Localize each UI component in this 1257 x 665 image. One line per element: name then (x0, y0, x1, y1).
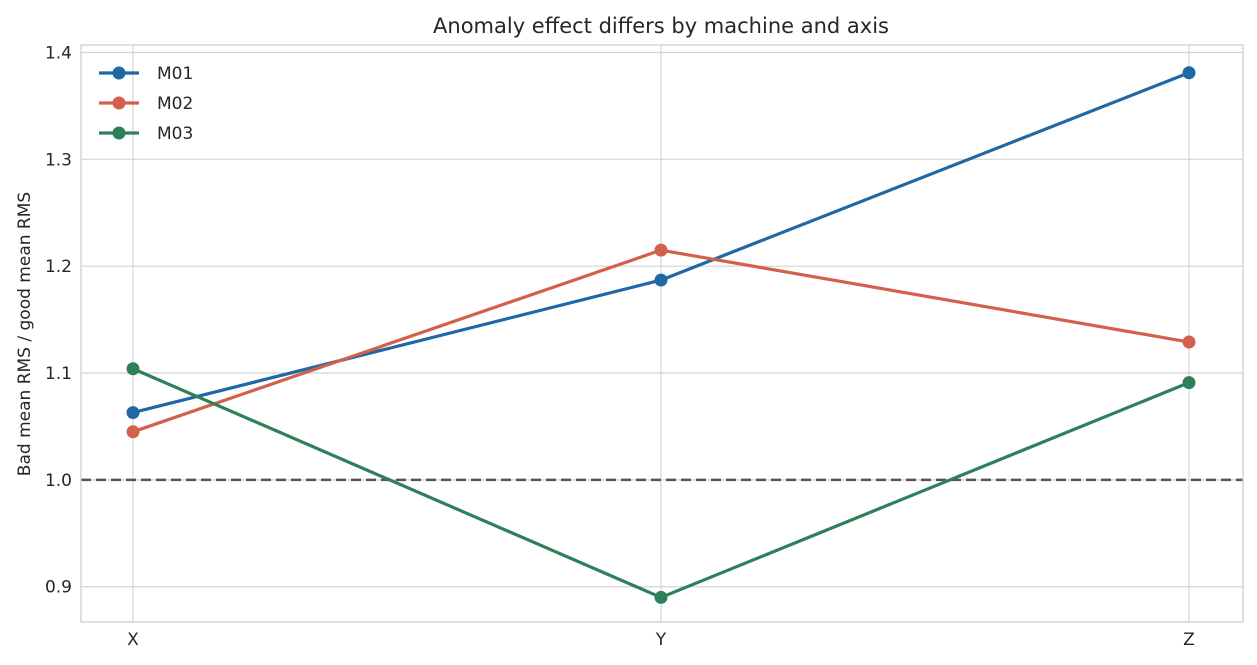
data-point-m03 (126, 362, 140, 376)
x-tick-label: X (127, 630, 139, 650)
x-tick-labels: X Y Z (127, 630, 1195, 650)
y-tick-label: 1.3 (45, 150, 72, 170)
data-point-m03 (654, 590, 668, 604)
legend-item-m02[interactable]: M02 (99, 94, 193, 114)
legend[interactable]: M01 M02 M03 (99, 64, 193, 144)
data-point-m01 (1182, 66, 1196, 80)
data-point-m03 (1182, 376, 1196, 390)
legend-label: M03 (157, 124, 193, 144)
x-tick-label: Z (1183, 630, 1195, 650)
y-tick-labels: 0.9 1.0 1.1 1.2 1.3 1.4 (45, 43, 72, 597)
legend-marker (112, 96, 126, 110)
legend-item-m01[interactable]: M01 (99, 64, 193, 84)
data-point-m02 (126, 425, 140, 439)
data-point-m01 (126, 406, 140, 420)
data-point-m02 (654, 243, 668, 257)
y-axis-label: Bad mean RMS / good mean RMS (15, 192, 35, 476)
series-group (126, 66, 1196, 604)
y-tick-label: 1.4 (45, 43, 72, 63)
data-point-m02 (1182, 335, 1196, 349)
y-tick-label: 1.2 (45, 257, 72, 277)
y-tick-label: 1.0 (45, 471, 72, 491)
data-point-m01 (654, 273, 668, 287)
y-tick-label: 1.1 (45, 364, 72, 384)
legend-item-m03[interactable]: M03 (99, 124, 193, 144)
legend-marker (112, 66, 126, 80)
x-tick-label: Y (655, 630, 667, 650)
legend-marker (112, 126, 126, 140)
grid (81, 45, 1243, 622)
legend-label: M01 (157, 64, 193, 84)
chart-title: Anomaly effect differs by machine and ax… (433, 14, 889, 38)
legend-label: M02 (157, 94, 193, 114)
plot-frame (80, 44, 1244, 623)
y-tick-label: 0.9 (45, 578, 72, 598)
